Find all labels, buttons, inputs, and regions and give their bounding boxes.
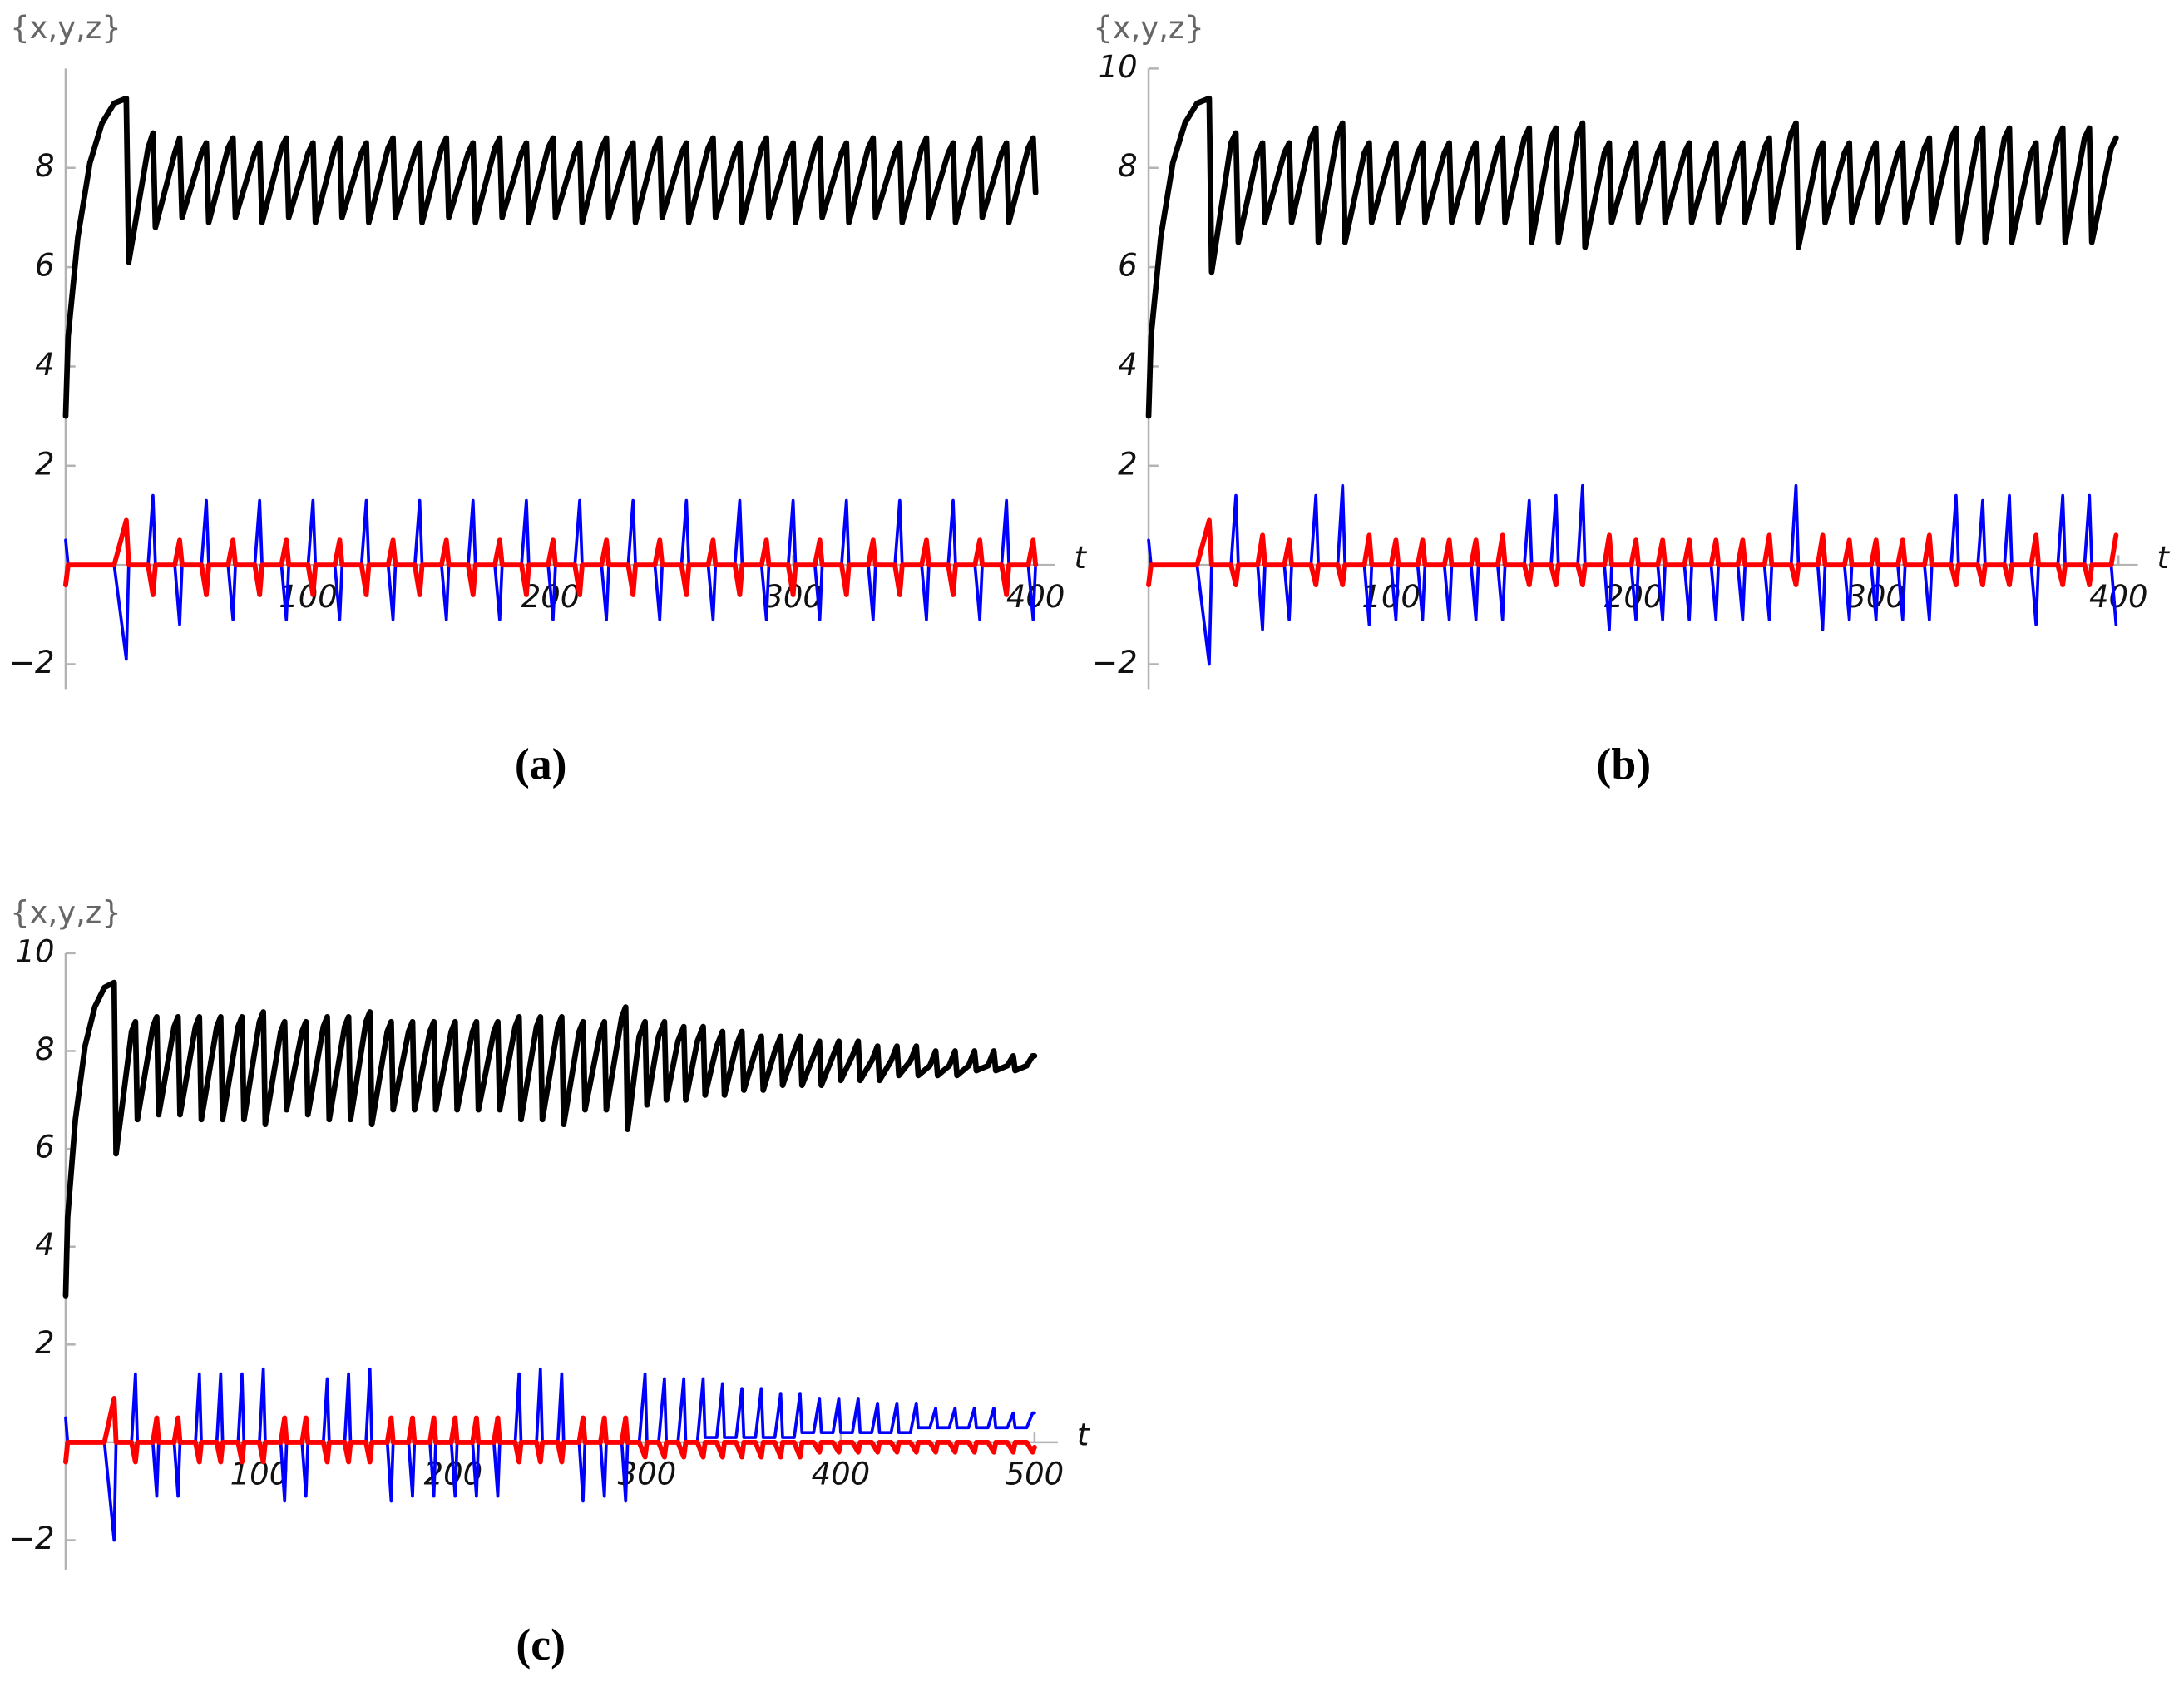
x-tick-label: 500 bbox=[1006, 1457, 1065, 1492]
series-line bbox=[1147, 483, 2118, 666]
series-line bbox=[62, 979, 1038, 1299]
series-line bbox=[63, 517, 1039, 597]
y-tick-label: 4 bbox=[1118, 347, 1138, 383]
y-tick-label: 10 bbox=[1099, 49, 1138, 85]
panel-caption: (c) bbox=[516, 1620, 566, 1670]
y-tick-label: −2 bbox=[1092, 645, 1137, 680]
x-axis-title: t bbox=[1074, 540, 1087, 576]
y-tick-label: 8 bbox=[1118, 148, 1138, 184]
x-tick-label: 400 bbox=[2089, 579, 2148, 615]
y-tick-label: 4 bbox=[35, 1227, 55, 1263]
y-axis-title: {x,y,z} bbox=[1093, 10, 1204, 46]
panel-caption: (b) bbox=[1596, 739, 1651, 789]
panel-caption: (a) bbox=[515, 739, 567, 789]
y-tick-label: −2 bbox=[9, 1521, 54, 1556]
y-tick-label: 2 bbox=[1118, 446, 1138, 482]
y-tick-label: −2 bbox=[9, 645, 54, 680]
y-tick-label: 10 bbox=[15, 933, 54, 969]
series-line bbox=[62, 95, 1039, 419]
y-tick-label: 8 bbox=[35, 1031, 55, 1067]
series-line bbox=[64, 1367, 1036, 1542]
y-tick-label: 8 bbox=[35, 148, 55, 184]
x-tick-label: 100 bbox=[230, 1457, 289, 1492]
series-line bbox=[1145, 95, 2119, 419]
series-line bbox=[63, 1396, 1037, 1465]
x-axis-title: t bbox=[2157, 540, 2171, 576]
y-tick-label: 2 bbox=[35, 446, 55, 482]
y-tick-label: 6 bbox=[35, 248, 55, 284]
x-axis-title: t bbox=[1077, 1417, 1090, 1453]
y-tick-label: 2 bbox=[35, 1325, 55, 1361]
y-axis-title: {x,y,z} bbox=[10, 10, 121, 46]
y-tick-label: 6 bbox=[35, 1130, 55, 1165]
y-tick-label: 6 bbox=[1118, 248, 1138, 284]
series-line bbox=[1146, 517, 2119, 587]
series-line bbox=[64, 493, 1038, 661]
y-axis-title: {x,y,z} bbox=[10, 894, 121, 930]
y-tick-label: 4 bbox=[35, 347, 55, 383]
x-tick-label: 400 bbox=[812, 1457, 871, 1492]
